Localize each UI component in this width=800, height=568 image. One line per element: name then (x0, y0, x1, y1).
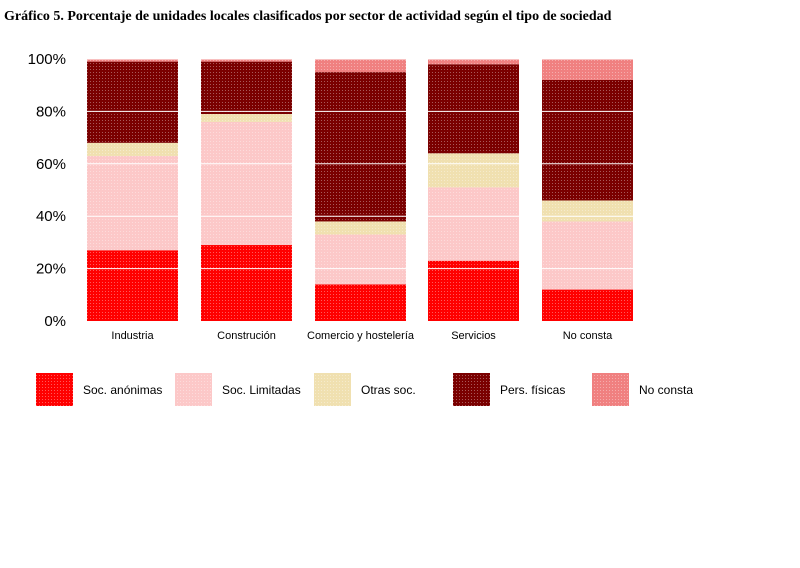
y-tick-label: 60% (36, 156, 66, 173)
x-category-label: Construción (217, 330, 276, 342)
y-tick-label: 100% (28, 51, 66, 68)
bar-segment-texture (428, 153, 519, 188)
y-tick-label: 80% (36, 103, 66, 120)
bar-segment-texture (201, 121, 292, 246)
legend-label: Otras soc. (361, 383, 416, 397)
bar-segment-texture (201, 59, 292, 62)
y-tick-label: 0% (44, 313, 66, 330)
legend-swatch-texture (175, 373, 212, 406)
y-tick-label: 20% (36, 261, 66, 278)
bar-segment-texture (428, 64, 519, 154)
bar-segment-texture (428, 59, 519, 65)
x-category-label: Industria (111, 330, 154, 342)
bar-segment-texture (542, 79, 633, 201)
bar-segment-texture (201, 245, 292, 321)
bar-segment-texture (87, 155, 178, 251)
bar-segment-texture (542, 221, 633, 290)
legend-swatch-texture (592, 373, 629, 406)
y-tick-label: 40% (36, 208, 66, 225)
bar-segment-texture (315, 284, 406, 321)
bar-segment-texture (428, 187, 519, 261)
bar-segment-texture (87, 61, 178, 143)
legend-label: Soc. anónimas (83, 383, 162, 397)
bar-segment-texture (87, 142, 178, 156)
legend-swatch-texture (453, 373, 490, 406)
bar-segment-texture (315, 72, 406, 222)
bar-segment-texture (201, 61, 292, 115)
x-category-label: No consta (563, 330, 613, 342)
bar-segment-texture (428, 260, 519, 321)
bar-segment-texture (87, 250, 178, 321)
x-category-label: Servicios (451, 330, 496, 342)
legend-swatch-texture (314, 373, 351, 406)
bar-segment-texture (201, 114, 292, 122)
legend-label: Soc. Limitadas (222, 383, 301, 397)
x-category-label: Comercio y hostelería (307, 330, 415, 342)
bar-segment-texture (87, 59, 178, 62)
bar-segment-texture (315, 234, 406, 285)
legend-label: No consta (639, 383, 693, 397)
bar-segment-texture (542, 200, 633, 222)
bar-segment-texture (542, 59, 633, 80)
chart-title: Gráfico 5. Porcentaje de unidades locale… (4, 9, 612, 24)
legend-swatch-texture (36, 373, 73, 406)
legend-label: Pers. físicas (500, 383, 565, 397)
bar-segment-texture (315, 59, 406, 73)
bar-segment-texture (315, 221, 406, 235)
bar-segment-texture (542, 289, 633, 321)
